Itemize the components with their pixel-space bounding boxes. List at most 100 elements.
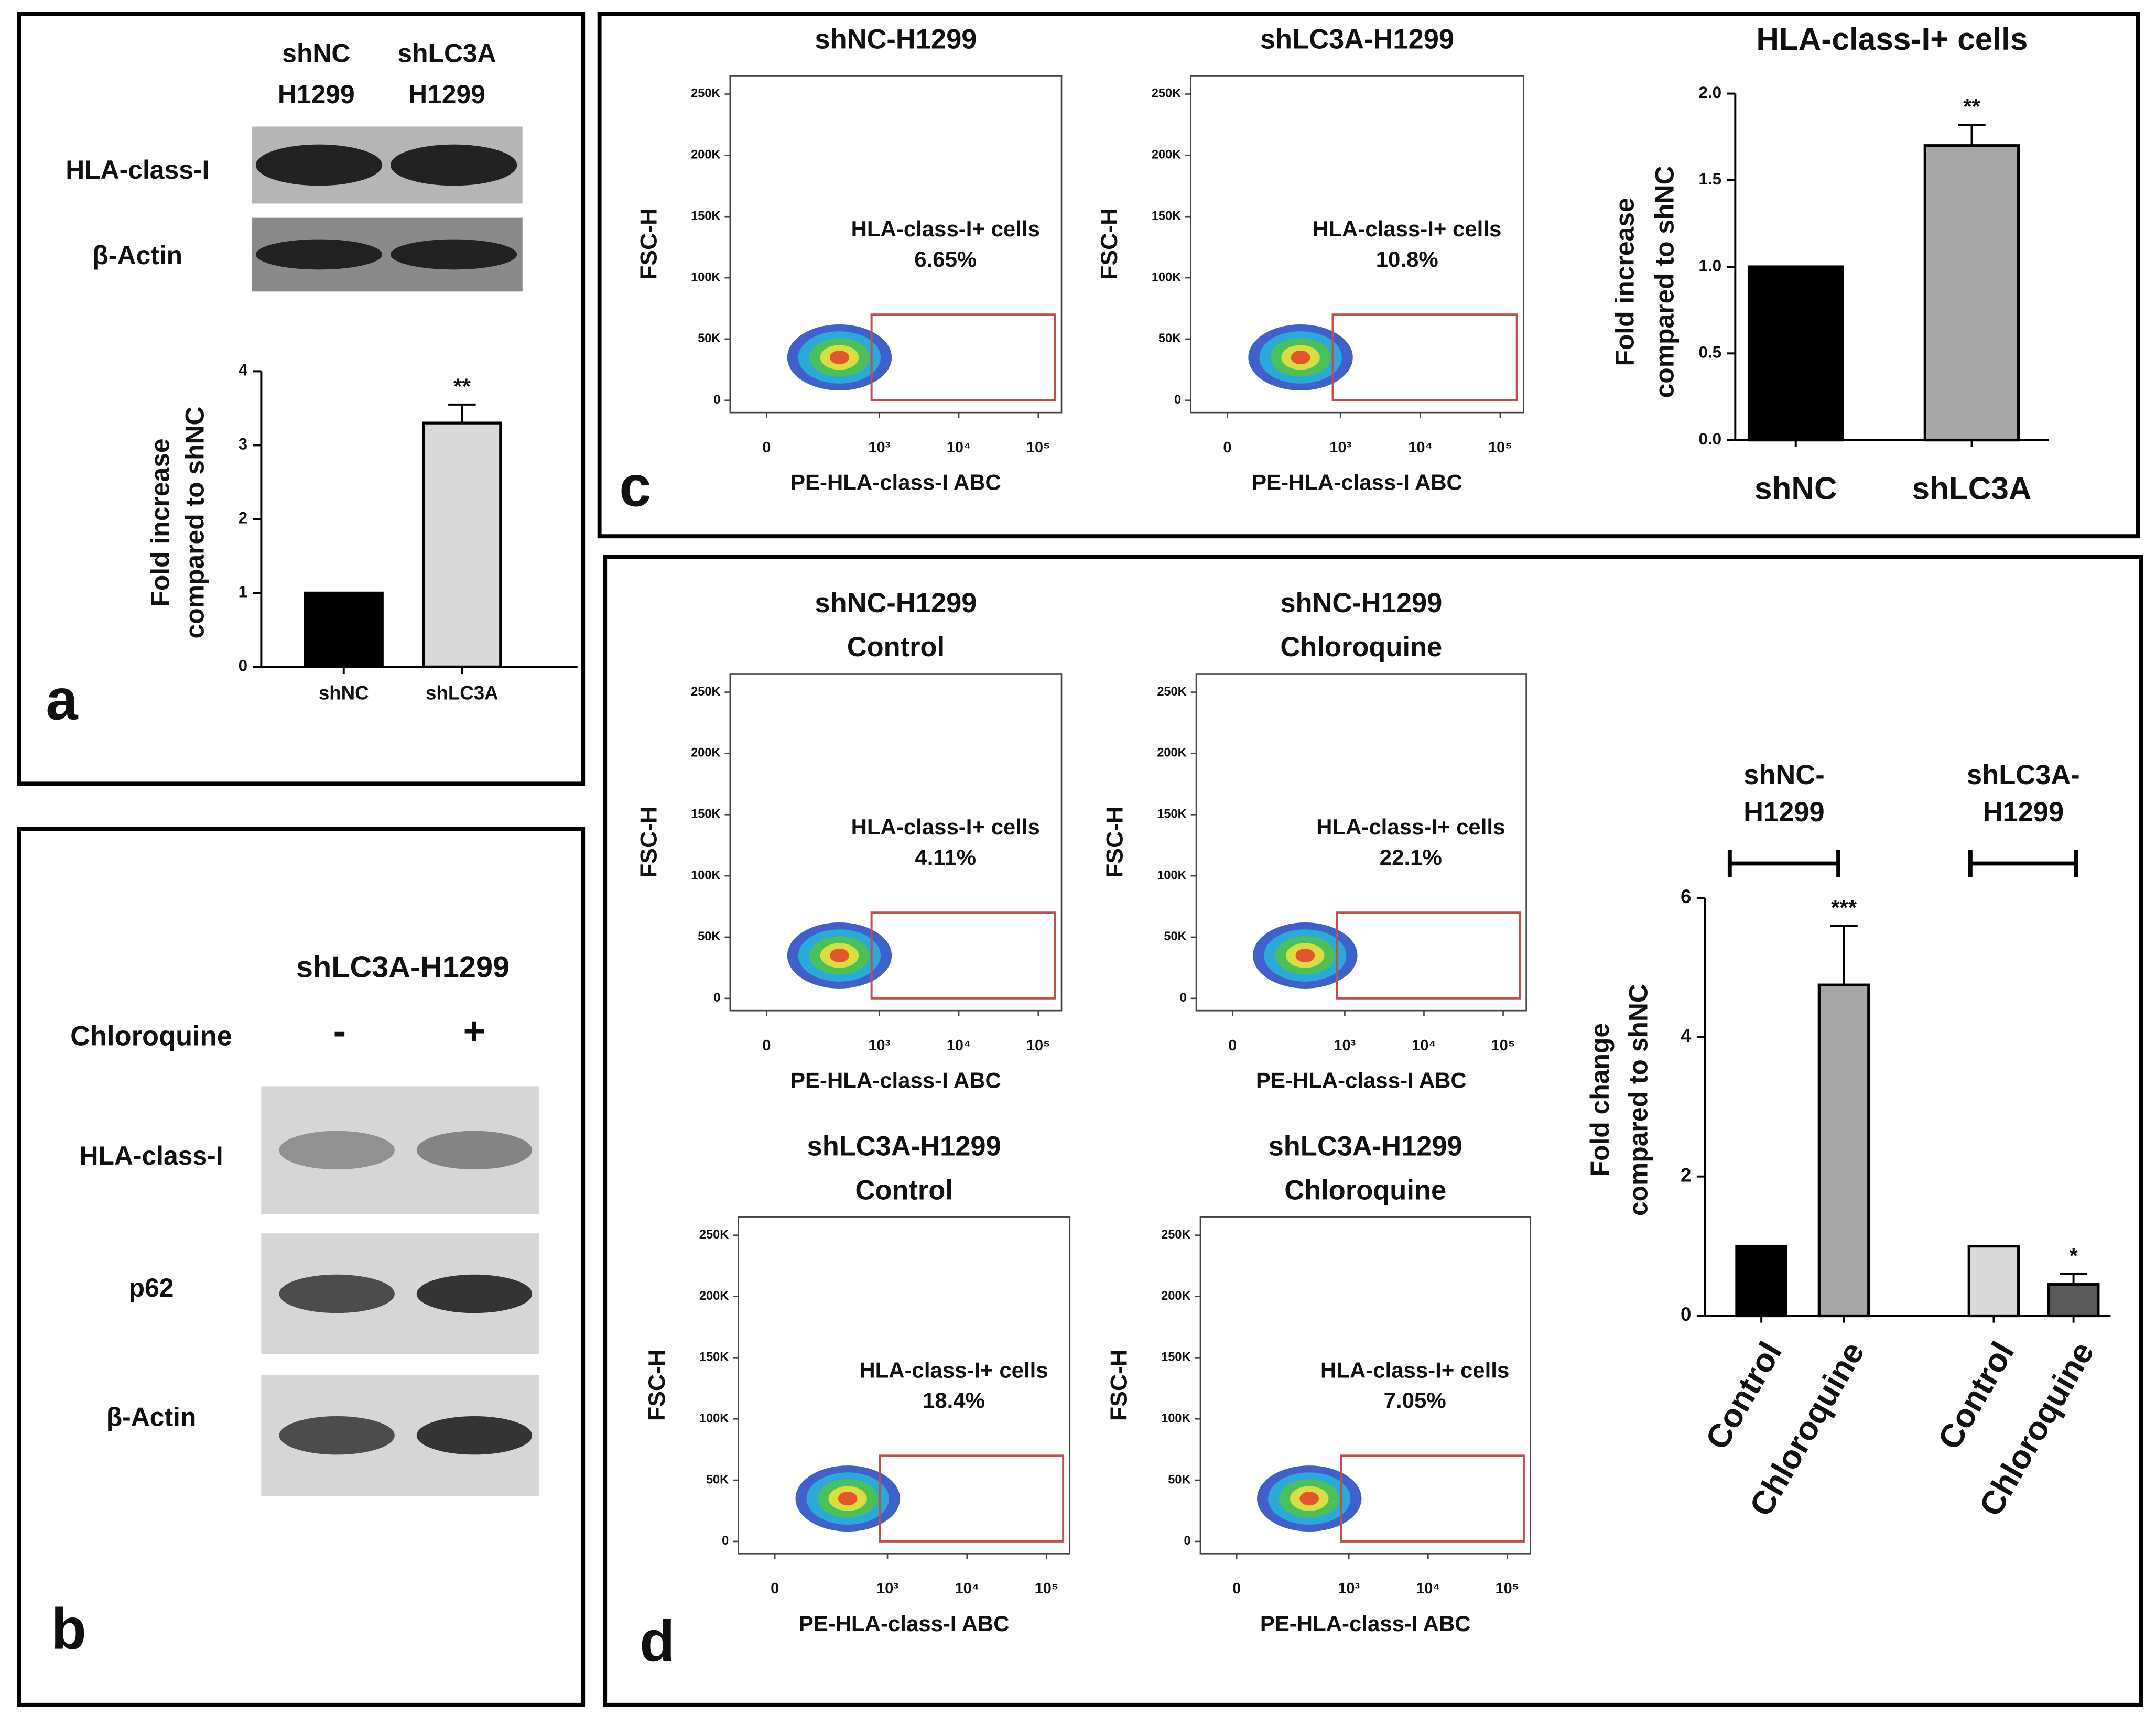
y-tick-label: 150K bbox=[1152, 209, 1181, 223]
y-axis-label: compared to shNC bbox=[180, 406, 209, 638]
y-tick-label: 250K bbox=[1152, 87, 1181, 101]
gate-value: 6.65% bbox=[914, 247, 977, 271]
y-tick-label: 50K bbox=[698, 930, 720, 943]
x-tick-label: 0 bbox=[1223, 439, 1231, 456]
row-label: HLA-class-I bbox=[66, 155, 209, 184]
y-tick-label: 200K bbox=[691, 746, 720, 760]
blot-band bbox=[390, 239, 517, 270]
x-axis-label: PE-HLA-class-I ABC bbox=[1260, 1611, 1471, 1636]
x-tick-label: 10⁵ bbox=[1026, 1037, 1050, 1054]
gate-label: HLA-class-I+ cells bbox=[851, 216, 1040, 241]
y-tick-label: 0 bbox=[239, 657, 248, 675]
y-axis-label: FSC-H bbox=[636, 807, 662, 878]
flow-title: shNC-H1299 bbox=[815, 25, 977, 55]
x-tick-label: shNC bbox=[319, 682, 369, 704]
flow-title: Control bbox=[847, 632, 945, 662]
x-tick-label: 10⁵ bbox=[1035, 1580, 1059, 1597]
gate-value: 10.8% bbox=[1376, 247, 1438, 271]
y-tick-label: 200K bbox=[699, 1289, 729, 1303]
group-label: H1299 bbox=[1983, 797, 2064, 828]
x-tick-label: 10⁴ bbox=[955, 1580, 979, 1597]
x-axis-label: PE-HLA-class-I ABC bbox=[799, 1611, 1010, 1636]
y-tick-label: 100K bbox=[1157, 868, 1186, 882]
group-label: shLC3A- bbox=[1967, 760, 2080, 790]
gate bbox=[879, 1454, 1065, 1543]
panel-d-frame bbox=[603, 555, 2143, 1707]
y-tick-label: 0 bbox=[713, 393, 720, 407]
y-tick-label: 0 bbox=[713, 991, 720, 1005]
blot-band bbox=[279, 1274, 395, 1313]
significance: * bbox=[2069, 1243, 2078, 1268]
gate-label: HLA-class-I+ cells bbox=[1320, 1357, 1509, 1382]
blot-band bbox=[255, 144, 383, 186]
blot-band bbox=[279, 1416, 395, 1455]
y-tick-label: 3 bbox=[239, 435, 248, 453]
y-tick-label: 200K bbox=[1157, 746, 1186, 760]
row-label: β-Actin bbox=[93, 241, 183, 270]
bar bbox=[1923, 144, 2020, 442]
x-axis-label: PE-HLA-class-I ABC bbox=[1252, 470, 1462, 495]
flow-frame bbox=[1199, 1216, 1531, 1555]
x-tick-label: Control bbox=[1698, 1336, 1789, 1456]
x-tick-label: shNC bbox=[1754, 471, 1837, 506]
panel-letter: d bbox=[640, 1609, 675, 1674]
event-cloud bbox=[838, 1492, 858, 1506]
y-tick-label: 0.0 bbox=[1698, 430, 1721, 448]
panel-a-frame bbox=[17, 12, 586, 786]
x-tick-label: 10⁴ bbox=[1416, 1580, 1440, 1597]
blot-band bbox=[390, 144, 517, 186]
gate-label: HLA-class-I+ cells bbox=[859, 1357, 1048, 1382]
blot-title: shLC3A-H1299 bbox=[296, 951, 510, 984]
bar bbox=[2047, 1283, 2100, 1318]
x-tick-label: 10⁴ bbox=[947, 439, 971, 456]
x-tick-label: 10⁴ bbox=[1408, 439, 1432, 456]
significance: *** bbox=[1831, 895, 1857, 920]
flow-title: shLC3A-H1299 bbox=[1269, 1131, 1462, 1161]
flow-title: Control bbox=[855, 1175, 952, 1205]
y-tick-label: 100K bbox=[699, 1411, 729, 1425]
flow-title: shNC-H1299 bbox=[815, 588, 977, 618]
y-axis-label: Fold increase bbox=[1610, 198, 1639, 366]
y-tick-label: 0.5 bbox=[1698, 343, 1721, 362]
flow-title: shNC-H1299 bbox=[1280, 588, 1442, 618]
y-axis-label: FSC-H bbox=[644, 1350, 670, 1421]
error-bar bbox=[1958, 124, 1986, 146]
x-tick-label: shLC3A bbox=[1912, 471, 2032, 506]
bar bbox=[1967, 1244, 2020, 1318]
x-tick-label: 0 bbox=[771, 1580, 779, 1597]
x-tick-label: 10⁴ bbox=[947, 1037, 971, 1054]
group-label: shNC- bbox=[1743, 760, 1824, 790]
significance: ** bbox=[1963, 94, 1980, 119]
y-tick-label: 50K bbox=[698, 332, 720, 345]
y-tick-label: 150K bbox=[691, 807, 720, 821]
y-axis-label: compared to shNC bbox=[1650, 166, 1679, 398]
x-tick-label: 10⁵ bbox=[1496, 1580, 1520, 1597]
blot-strip bbox=[261, 1086, 539, 1214]
y-tick-label: 2 bbox=[239, 509, 248, 527]
gate-label: HLA-class-I+ cells bbox=[851, 814, 1040, 839]
error-bar bbox=[1830, 925, 1858, 985]
blot-band bbox=[279, 1131, 395, 1170]
y-tick-label: 4 bbox=[1681, 1025, 1692, 1047]
flow-title: shLC3A-H1299 bbox=[807, 1131, 1001, 1161]
bar bbox=[304, 591, 384, 669]
panel-letter: c bbox=[619, 454, 651, 519]
gate-label: HLA-class-I+ cells bbox=[1313, 216, 1501, 241]
y-tick-label: 2 bbox=[1681, 1164, 1691, 1186]
blot-band bbox=[255, 239, 383, 270]
x-tick-label: 10³ bbox=[868, 439, 890, 456]
event-cloud bbox=[830, 948, 849, 963]
bar bbox=[1817, 983, 1870, 1318]
y-tick-label: 50K bbox=[1158, 332, 1181, 345]
flow-frame bbox=[729, 673, 1063, 1012]
x-tick-label: 10³ bbox=[868, 1037, 890, 1054]
flow-frame bbox=[738, 1216, 1071, 1555]
bar bbox=[1735, 1244, 1788, 1318]
event-cloud bbox=[1291, 350, 1310, 365]
y-tick-label: 2.0 bbox=[1698, 83, 1721, 102]
y-tick-label: 150K bbox=[691, 209, 720, 223]
flow-frame bbox=[1195, 673, 1527, 1012]
blot-band bbox=[416, 1416, 533, 1455]
flow-frame bbox=[1190, 75, 1524, 414]
